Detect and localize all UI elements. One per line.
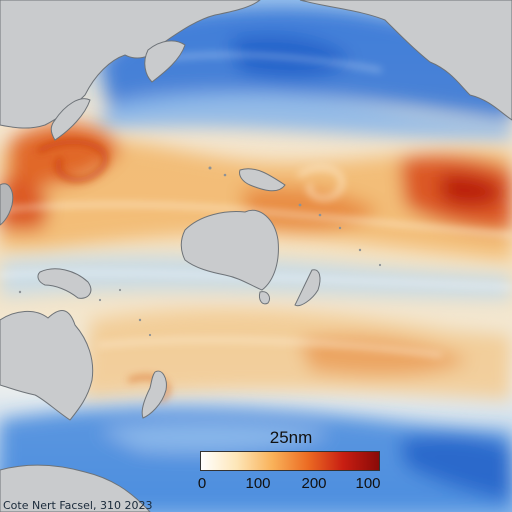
new-guinea-land bbox=[239, 168, 286, 192]
legend-tick-1: 100 bbox=[245, 475, 271, 492]
tasmania-land bbox=[259, 291, 271, 305]
map-credit: Cote Nert Facsel, 310 2023 bbox=[3, 499, 153, 512]
new-zealand-south-land bbox=[141, 370, 167, 419]
warm-band bbox=[0, 123, 512, 260]
eddy-lines bbox=[0, 53, 512, 402]
asia-northeast-land bbox=[0, 0, 261, 129]
kamchatka-land bbox=[144, 40, 186, 83]
color-gradient-bar bbox=[200, 451, 380, 471]
legend-title: 25nm bbox=[269, 428, 313, 447]
legend-tick-2: 200 bbox=[301, 475, 327, 492]
legend-tick-0: 0 bbox=[197, 475, 207, 492]
small-islands bbox=[18, 166, 382, 337]
legend-tick-3: 100 bbox=[355, 475, 381, 492]
australia-land bbox=[180, 209, 279, 291]
antarctic-land bbox=[0, 464, 151, 512]
new-zealand-north-land bbox=[294, 269, 321, 307]
southwest-continent-land bbox=[0, 310, 94, 421]
north-america-land bbox=[299, 0, 512, 121]
color-legend: 25nm 0 100 200 100 bbox=[196, 428, 386, 492]
japan-land bbox=[50, 98, 91, 141]
island-chain-land bbox=[37, 268, 92, 299]
philippines-land bbox=[0, 183, 14, 226]
